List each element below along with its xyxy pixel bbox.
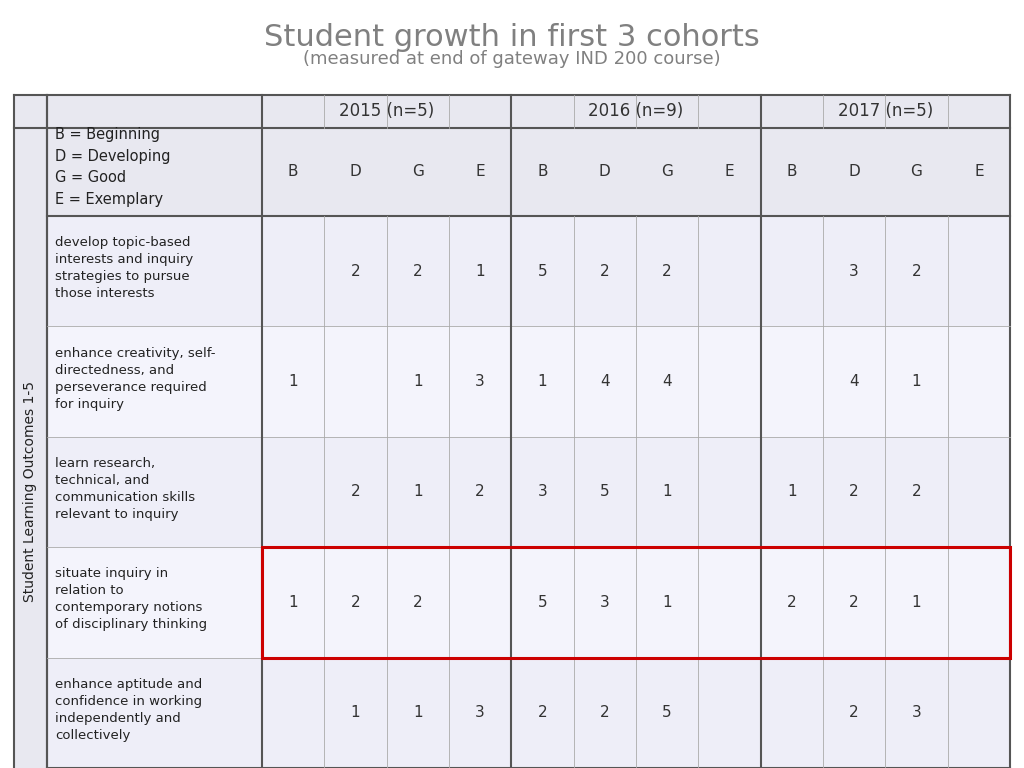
Text: G: G	[412, 164, 424, 180]
Text: 1: 1	[475, 263, 485, 279]
Text: B = Beginning
D = Developing
G = Good
E = Exemplary: B = Beginning D = Developing G = Good E …	[55, 127, 171, 207]
Text: E: E	[974, 164, 984, 180]
Bar	[47, 437, 1010, 547]
Text: develop topic-based
interests and inquiry
strategies to pursue
those interests: develop topic-based interests and inquir…	[55, 237, 194, 300]
Text: E: E	[725, 164, 734, 180]
Text: B: B	[786, 164, 797, 180]
Text: 1: 1	[350, 705, 360, 720]
Bar	[47, 657, 1010, 768]
Text: 2: 2	[849, 485, 859, 499]
Text: 1: 1	[663, 595, 672, 610]
Text: 2017 (n=5): 2017 (n=5)	[838, 102, 933, 121]
Text: 3: 3	[538, 485, 548, 499]
Text: 1: 1	[413, 485, 423, 499]
Text: 4: 4	[663, 374, 672, 389]
Bar	[47, 95, 1010, 128]
Text: 2016 (n=9): 2016 (n=9)	[589, 102, 684, 121]
Text: B: B	[288, 164, 298, 180]
Text: 4: 4	[600, 374, 609, 389]
Text: enhance aptitude and
confidence in working
independently and
collectively: enhance aptitude and confidence in worki…	[55, 678, 203, 742]
Text: Student growth in first 3 cohorts: Student growth in first 3 cohorts	[264, 23, 760, 52]
Bar	[262, 548, 1010, 657]
Text: 2: 2	[849, 595, 859, 610]
Text: G: G	[662, 164, 673, 180]
Text: 1: 1	[663, 485, 672, 499]
Text: 3: 3	[475, 374, 485, 389]
Text: 2: 2	[911, 263, 922, 279]
Bar	[47, 128, 1010, 216]
Text: 1: 1	[787, 485, 797, 499]
Bar	[14, 95, 47, 768]
Text: 2: 2	[663, 263, 672, 279]
Text: 5: 5	[538, 595, 547, 610]
Text: 2: 2	[600, 263, 609, 279]
Text: 1: 1	[538, 374, 547, 389]
Text: 2: 2	[600, 705, 609, 720]
Text: E: E	[475, 164, 485, 180]
Text: 1: 1	[911, 374, 922, 389]
Text: 1: 1	[413, 705, 423, 720]
Bar	[47, 548, 1010, 657]
Text: 5: 5	[600, 485, 609, 499]
Text: learn research,
technical, and
communication skills
relevant to inquiry: learn research, technical, and communica…	[55, 457, 196, 521]
Text: 1: 1	[911, 595, 922, 610]
Text: 2: 2	[350, 595, 360, 610]
Text: 4: 4	[849, 374, 859, 389]
Text: enhance creativity, self-
directedness, and
perseverance required
for inquiry: enhance creativity, self- directedness, …	[55, 346, 215, 411]
Text: D: D	[848, 164, 860, 180]
Text: 3: 3	[849, 263, 859, 279]
Bar	[47, 326, 1010, 437]
Text: 3: 3	[911, 705, 922, 720]
Text: 2: 2	[911, 485, 922, 499]
Text: D: D	[599, 164, 610, 180]
Text: 3: 3	[600, 595, 609, 610]
Text: 2: 2	[849, 705, 859, 720]
Text: 1: 1	[413, 374, 423, 389]
Text: B: B	[538, 164, 548, 180]
Text: 3: 3	[475, 705, 485, 720]
Text: 2015 (n=5): 2015 (n=5)	[339, 102, 434, 121]
Text: 2: 2	[350, 485, 360, 499]
Text: 2: 2	[787, 595, 797, 610]
Text: 2: 2	[475, 485, 485, 499]
Text: D: D	[349, 164, 361, 180]
Bar	[47, 216, 1010, 326]
Text: situate inquiry in
relation to
contemporary notions
of disciplinary thinking: situate inquiry in relation to contempor…	[55, 568, 207, 631]
Text: 2: 2	[350, 263, 360, 279]
Text: 2: 2	[413, 263, 423, 279]
Text: G: G	[910, 164, 923, 180]
Text: 2: 2	[413, 595, 423, 610]
Text: (measured at end of gateway IND 200 course): (measured at end of gateway IND 200 cour…	[303, 50, 721, 68]
Text: 2: 2	[538, 705, 547, 720]
Text: 1: 1	[289, 595, 298, 610]
Text: Student Learning Outcomes 1-5: Student Learning Outcomes 1-5	[24, 382, 38, 603]
Text: 5: 5	[663, 705, 672, 720]
Text: 5: 5	[538, 263, 547, 279]
Text: 1: 1	[289, 374, 298, 389]
